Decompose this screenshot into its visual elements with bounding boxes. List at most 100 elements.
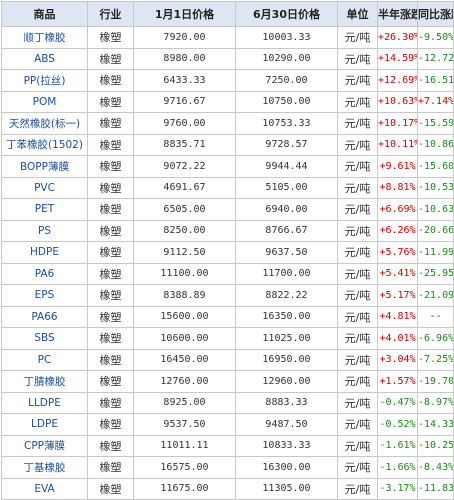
- commodity-name-link[interactable]: PC: [1, 348, 88, 371]
- header-yoy-change: 同比涨跌: [417, 1, 454, 27]
- unit-cell: 元/吨: [337, 477, 378, 500]
- industry-cell: 橡塑: [87, 47, 134, 70]
- industry-cell: 橡塑: [87, 241, 134, 264]
- half-year-change-cell: +10.63%: [377, 90, 418, 113]
- table-row: SBS 橡塑 10600.00 11025.00 元/吨 +4.01% -6.96%: [1, 327, 454, 350]
- commodity-name-link[interactable]: 天然橡胶(标一): [1, 112, 88, 135]
- jan1-price-cell: 6505.00: [133, 198, 236, 221]
- commodity-name-link[interactable]: 丁基橡胶: [1, 456, 88, 479]
- industry-cell: 橡塑: [87, 219, 134, 242]
- industry-cell: 橡塑: [87, 133, 134, 156]
- unit-cell: 元/吨: [337, 133, 378, 156]
- jan1-price-cell: 6433.33: [133, 69, 236, 92]
- half-year-change-cell: +4.01%: [377, 327, 418, 350]
- commodity-name-link[interactable]: PVC: [1, 176, 88, 199]
- commodity-name-link[interactable]: SBS: [1, 327, 88, 350]
- half-year-change-cell: -3.17%: [377, 477, 418, 500]
- jan1-price-cell: 8250.00: [133, 219, 236, 242]
- industry-cell: 橡塑: [87, 155, 134, 178]
- table-row: 顺丁橡胶 橡塑 7920.00 10003.33 元/吨 +26.30% -9.50%: [1, 26, 454, 49]
- yoy-change-cell: -10.25%: [417, 434, 454, 457]
- unit-cell: 元/吨: [337, 155, 378, 178]
- industry-cell: 橡塑: [87, 434, 134, 457]
- unit-cell: 元/吨: [337, 112, 378, 135]
- header-half-year-change: 半年涨跌: [377, 1, 418, 27]
- jun30-price-cell: 16300.00: [235, 456, 338, 479]
- jun30-price-cell: 10003.33: [235, 26, 338, 49]
- jun30-price-cell: 10833.33: [235, 434, 338, 457]
- commodity-name-link[interactable]: 顺丁橡胶: [1, 26, 88, 49]
- yoy-change-cell: -10.63%: [417, 198, 454, 221]
- industry-cell: 橡塑: [87, 413, 134, 436]
- unit-cell: 元/吨: [337, 198, 378, 221]
- half-year-change-cell: +6.26%: [377, 219, 418, 242]
- unit-cell: 元/吨: [337, 327, 378, 350]
- commodity-name-link[interactable]: PA6: [1, 262, 88, 285]
- commodity-name-link[interactable]: 丁苯橡胶(1502): [1, 133, 88, 156]
- commodity-name-link[interactable]: BOPP薄膜: [1, 155, 88, 178]
- jun30-price-cell: 6940.00: [235, 198, 338, 221]
- table-row: POM 橡塑 9716.67 10750.00 元/吨 +10.63% +7.14%: [1, 90, 454, 113]
- industry-cell: 橡塑: [87, 26, 134, 49]
- unit-cell: 元/吨: [337, 47, 378, 70]
- yoy-change-cell: -19.70%: [417, 370, 454, 393]
- half-year-change-cell: -1.66%: [377, 456, 418, 479]
- unit-cell: 元/吨: [337, 305, 378, 328]
- yoy-change-cell: -10.86%: [417, 133, 454, 156]
- yoy-change-cell: -14.33%: [417, 413, 454, 436]
- commodity-name-link[interactable]: HDPE: [1, 241, 88, 264]
- industry-cell: 橡塑: [87, 391, 134, 414]
- yoy-change-cell: -9.50%: [417, 26, 454, 49]
- jun30-price-cell: 16950.00: [235, 348, 338, 371]
- commodity-name-link[interactable]: LDPE: [1, 413, 88, 436]
- yoy-change-cell: -8.43%: [417, 456, 454, 479]
- table-row: 丁基橡胶 橡塑 16575.00 16300.00 元/吨 -1.66% -8.43%: [1, 456, 454, 479]
- commodity-name-link[interactable]: PA66: [1, 305, 88, 328]
- commodity-name-link[interactable]: PS: [1, 219, 88, 242]
- jan1-price-cell: 9537.50: [133, 413, 236, 436]
- half-year-change-cell: +26.30%: [377, 26, 418, 49]
- industry-cell: 橡塑: [87, 305, 134, 328]
- unit-cell: 元/吨: [337, 391, 378, 414]
- industry-cell: 橡塑: [87, 69, 134, 92]
- jan1-price-cell: 9112.50: [133, 241, 236, 264]
- commodity-name-link[interactable]: PP(拉丝): [1, 69, 88, 92]
- unit-cell: 元/吨: [337, 241, 378, 264]
- jun30-price-cell: 10290.00: [235, 47, 338, 70]
- commodity-name-link[interactable]: CPP薄膜: [1, 434, 88, 457]
- half-year-change-cell: +6.69%: [377, 198, 418, 221]
- yoy-change-cell: -11.99%: [417, 241, 454, 264]
- half-year-change-cell: +3.04%: [377, 348, 418, 371]
- commodity-name-link[interactable]: LLDPE: [1, 391, 88, 414]
- commodity-name-link[interactable]: EPS: [1, 284, 88, 307]
- jun30-price-cell: 9944.44: [235, 155, 338, 178]
- commodity-name-link[interactable]: ABS: [1, 47, 88, 70]
- half-year-change-cell: +5.41%: [377, 262, 418, 285]
- commodity-name-link[interactable]: POM: [1, 90, 88, 113]
- half-year-change-cell: +10.11%: [377, 133, 418, 156]
- commodity-name-link[interactable]: EVA: [1, 477, 88, 500]
- half-year-change-cell: +10.17%: [377, 112, 418, 135]
- jun30-price-cell: 11305.00: [235, 477, 338, 500]
- commodity-name-link[interactable]: PET: [1, 198, 88, 221]
- half-year-change-cell: +9.61%: [377, 155, 418, 178]
- jun30-price-cell: 5105.00: [235, 176, 338, 199]
- unit-cell: 元/吨: [337, 262, 378, 285]
- industry-cell: 橡塑: [87, 327, 134, 350]
- jan1-price-cell: 8388.89: [133, 284, 236, 307]
- commodity-name-link[interactable]: 丁腈橡胶: [1, 370, 88, 393]
- jan1-price-cell: 4691.67: [133, 176, 236, 199]
- industry-cell: 橡塑: [87, 176, 134, 199]
- jun30-price-cell: 11700.00: [235, 262, 338, 285]
